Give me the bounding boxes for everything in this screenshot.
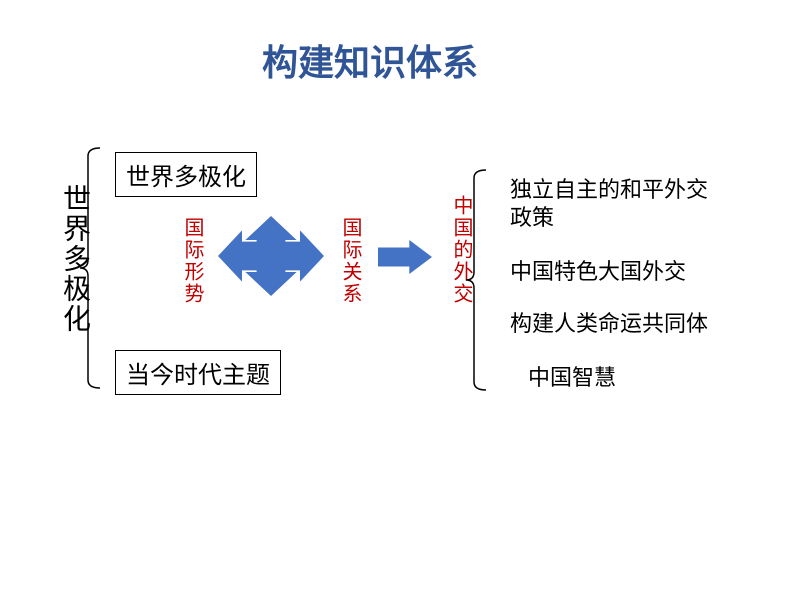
- box-world-multipolar: 世界多极化: [115, 152, 257, 197]
- right-item-1: 中国特色大国外交: [510, 254, 686, 286]
- right-bracket: [472, 170, 494, 392]
- left-bracket: [86, 148, 102, 390]
- box-era-theme: 当今时代主题: [115, 350, 281, 395]
- page-title: 构建知识体系: [262, 34, 478, 86]
- label-intl-relations: 国际关系: [336, 217, 365, 305]
- right-item-3: 中国智慧: [528, 360, 616, 392]
- bidirectional-arrow-icon: [218, 216, 324, 296]
- right-item-2: 构建人类命运共同体: [510, 306, 708, 338]
- right-item-0: 独立自主的和平外交政策: [510, 176, 708, 231]
- diagram-stage: 构建知识体系 世界多极化 世界多极化 当今时代主题 国际形势 国际关系 中国的外…: [0, 0, 794, 596]
- label-intl-situation: 国际形势: [178, 217, 207, 305]
- right-arrow-icon: [378, 240, 432, 274]
